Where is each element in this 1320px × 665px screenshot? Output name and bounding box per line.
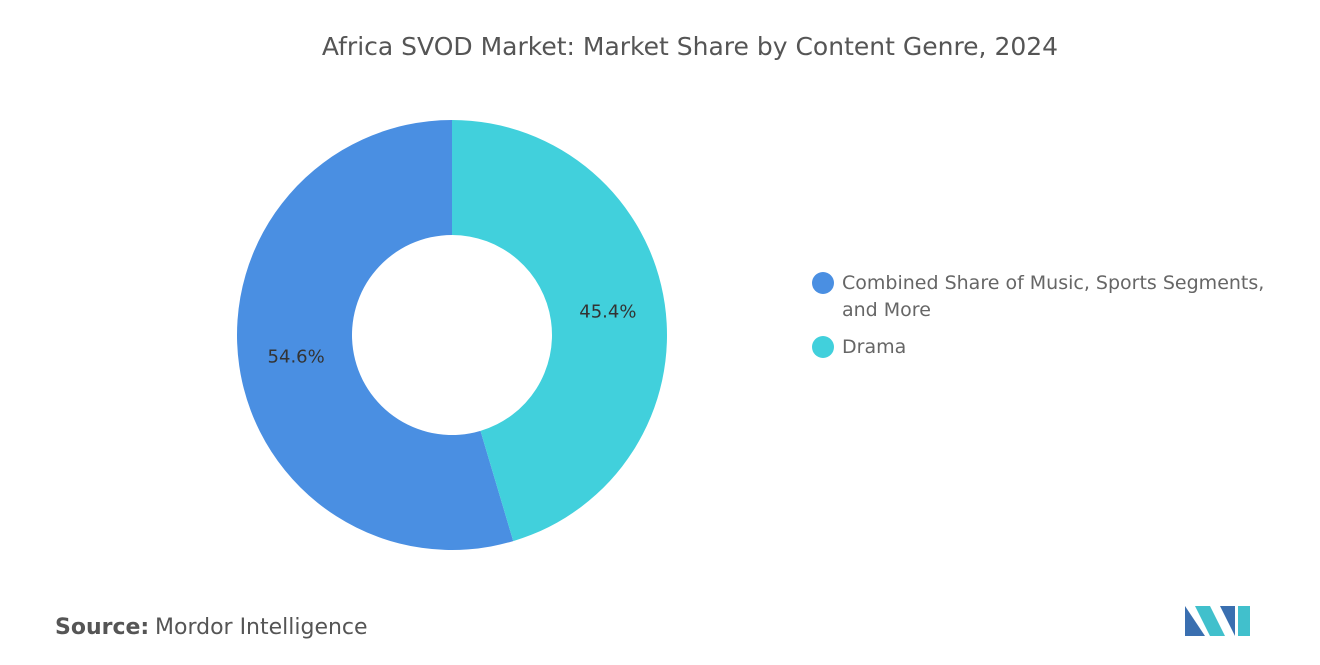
data-label: 45.4% [579,301,636,322]
chart-title: Africa SVOD Market: Market Share by Cont… [322,32,1058,61]
legend-item: Drama [812,334,1302,361]
slice [452,120,667,542]
legend-label: Drama [842,336,907,358]
legend-swatch [812,272,834,294]
source-label: Source: [55,615,149,640]
logo [1185,606,1250,636]
legend: Combined Share of Music, Sports Segments… [812,270,1302,371]
source: Mordor Intelligence [155,615,368,640]
legend-swatch [812,336,834,358]
legend-label: Combined Share of Music, Sports Segments… [842,272,1265,321]
data-label: 54.6% [268,347,325,368]
legend-item: Combined Share of Music, Sports Segments… [812,270,1302,324]
slice [237,120,514,550]
